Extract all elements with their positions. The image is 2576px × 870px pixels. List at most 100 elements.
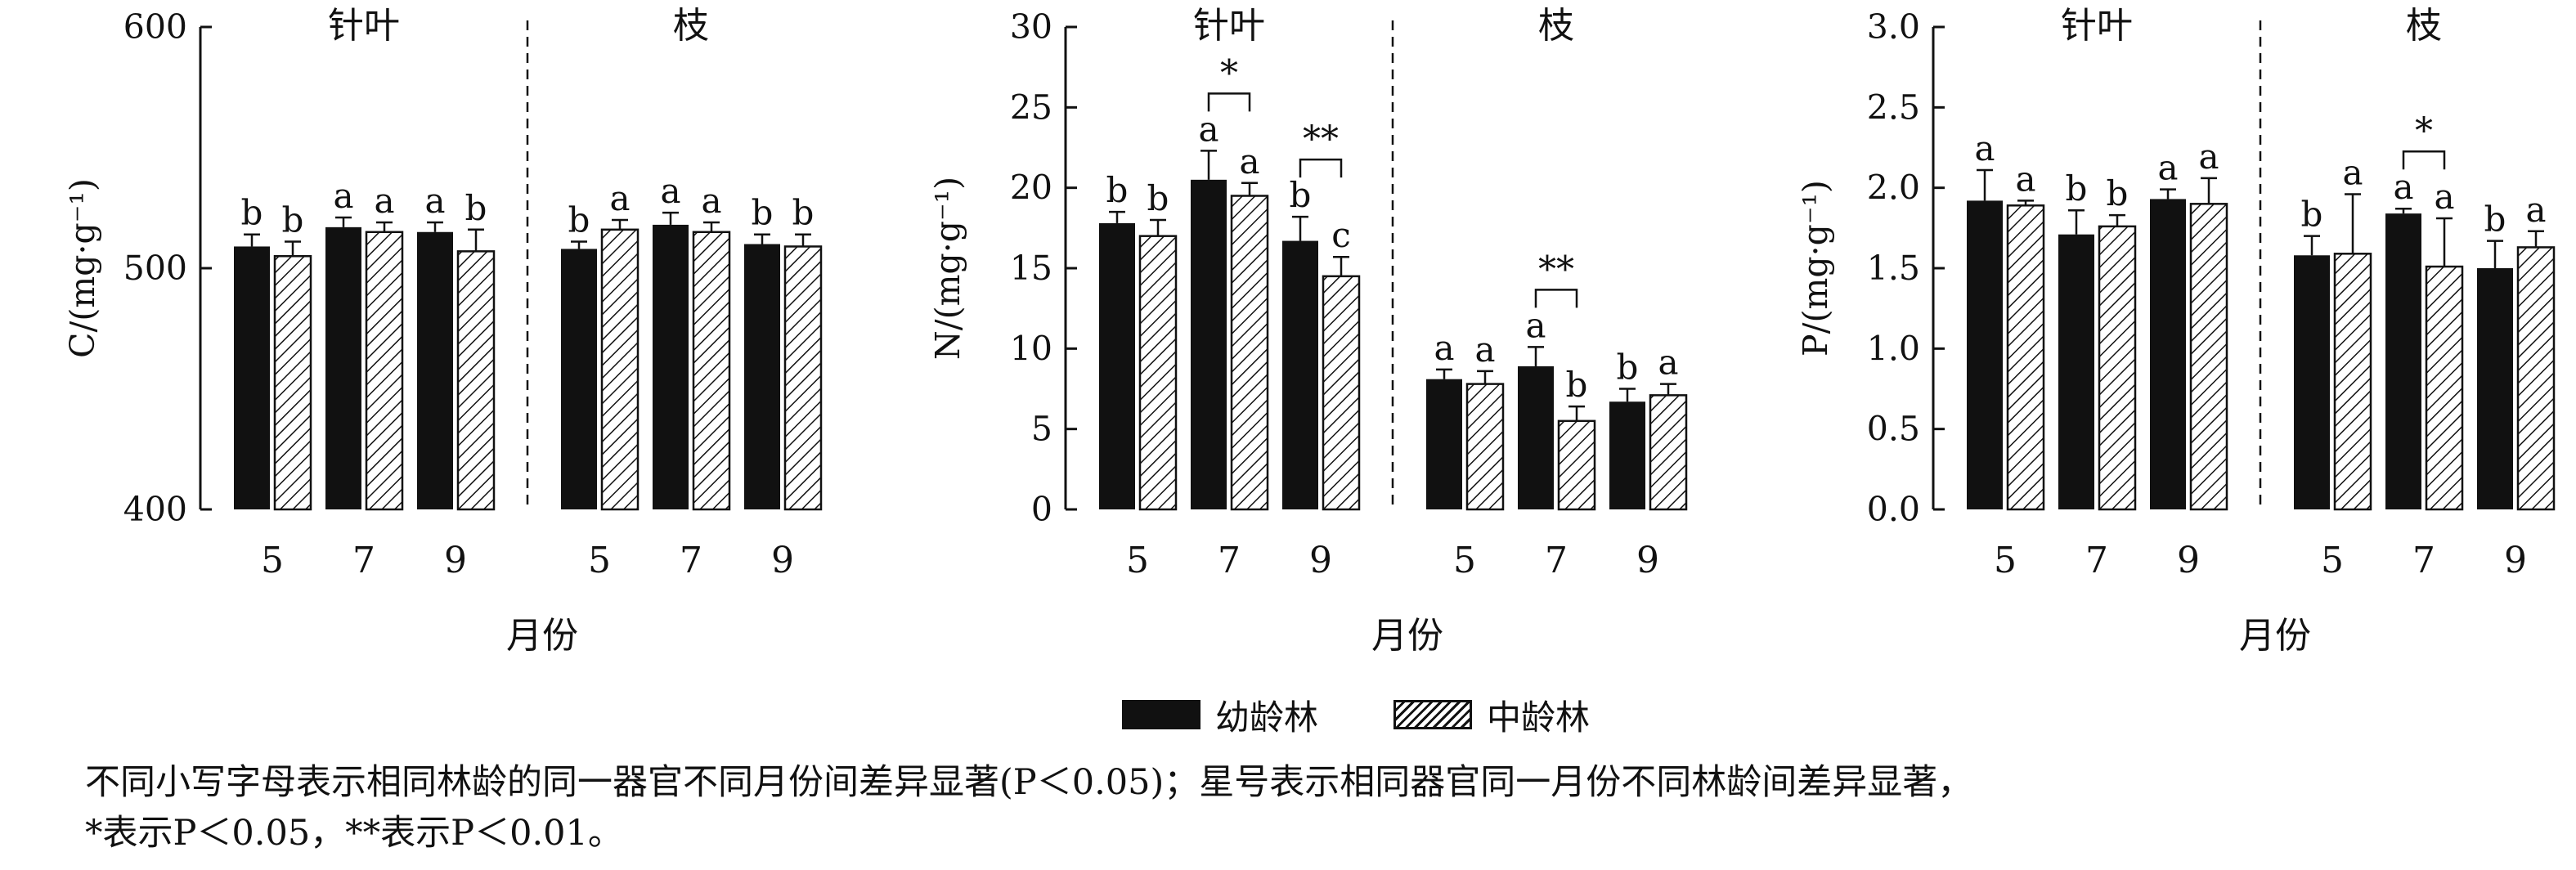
chart-c-significance-letter: a — [333, 176, 353, 216]
chart-p-bar-young — [2294, 255, 2330, 509]
chart-p-bar-young — [1967, 200, 2003, 509]
chart-n-significance-letter: c — [1331, 215, 1351, 255]
chart-p-y-tick-label: 1.5 — [1867, 249, 1920, 288]
chart-c-bar-young — [234, 246, 270, 509]
chart-p-x-tick-label: 7 — [2085, 540, 2108, 581]
chart-p-x-tick-label: 5 — [1994, 540, 2017, 581]
chart-c-panel-title: 枝 — [673, 5, 709, 47]
chart-c-bar-middle — [365, 231, 404, 511]
chart-c-y-tick-label: 400 — [123, 490, 187, 529]
chart-c-x-tick-label: 9 — [444, 540, 467, 581]
chart-n-comparison-bracket — [1299, 158, 1343, 178]
chart-p-significance-letter: a — [1974, 128, 1995, 168]
chart-p-significance-letter: a — [2157, 148, 2178, 188]
chart-p-bar-middle — [2189, 203, 2228, 511]
chart-n-significance-letter: a — [1198, 109, 1218, 149]
chart-n-significance-letter: b — [1147, 178, 1169, 218]
chart-n-comparison-mark: ** — [1538, 249, 1574, 290]
legend: 幼龄林 中龄林 — [1122, 692, 1665, 738]
chart-p-significance-letter: b — [2301, 195, 2323, 235]
chart-p-significance-letter: a — [2342, 153, 2363, 193]
chart-n-bar-middle — [1557, 419, 1596, 511]
chart-n-comparison-bracket — [1207, 92, 1251, 112]
chart-c-y-axis-label: C/(mg·g⁻¹) — [63, 178, 102, 358]
chart-n-bar-young — [1191, 179, 1227, 510]
chart-n-y-axis-label: N/(mg·g⁻¹) — [928, 177, 967, 360]
chart-n-comparison-mark: * — [1220, 52, 1238, 94]
chart-n-panel-title: 枝 — [1538, 5, 1574, 47]
chart-c-x-tick-label: 5 — [588, 540, 611, 581]
chart-p-x-tick-label: 7 — [2412, 540, 2435, 581]
chart-p-significance-letter: a — [2525, 190, 2546, 230]
chart-n-y-tick-label: 15 — [1010, 249, 1052, 288]
chart-c-x-tick-label: 9 — [771, 540, 794, 581]
chart-p-significance-letter: a — [2434, 177, 2454, 217]
chart-p-panel-title: 针叶 — [2061, 5, 2133, 47]
chart-p-x-tick-label: 5 — [2321, 540, 2344, 581]
chart-p-bar-middle — [2333, 253, 2372, 511]
legend-swatch-middle — [1393, 700, 1473, 729]
chart-p-x-tick-label: 9 — [2177, 540, 2200, 581]
chart-n-bar-middle — [1649, 394, 1688, 511]
chart-c-y-tick-label: 600 — [123, 7, 187, 47]
chart-n-y-tick-label: 25 — [1010, 87, 1052, 127]
chart-p-y-axis-label: P/(mg·g⁻¹) — [1796, 180, 1835, 357]
chart-p-significance-letter: a — [2393, 167, 2413, 207]
chart-n-bar-young — [1609, 401, 1645, 509]
chart-n-y-tick-label: 20 — [1010, 168, 1052, 208]
chart-c-x-tick-label: 5 — [261, 540, 284, 581]
chart-p-y-tick-label: 0.5 — [1867, 410, 1920, 449]
chart-n-x-tick-label: 7 — [1218, 540, 1241, 581]
chart-n-bar-young — [1426, 379, 1462, 509]
chart-c-bar-middle — [600, 228, 640, 511]
chart-c-x-tick-label: 7 — [680, 540, 702, 581]
chart-c-panel-title: 针叶 — [328, 5, 400, 47]
chart-p-x-tick-label: 9 — [2504, 540, 2527, 581]
caption-line-1: 不同小写字母表示相同林龄的同一器官不同月份间差异显著(P＜0.05)；星号表示相… — [85, 762, 1973, 803]
chart-p-y-tick-label: 2.5 — [1867, 87, 1920, 127]
chart-c-x-axis-label: 月份 — [506, 615, 578, 657]
legend-entry-middle: 中龄林 — [1393, 690, 1590, 740]
chart-n-bar-middle — [1230, 195, 1269, 511]
chart-c-bar-young — [325, 226, 361, 509]
chart-p-significance-letter: b — [2484, 200, 2506, 240]
chart-p-y-tick-label: 3.0 — [1867, 7, 1920, 47]
chart-n-x-tick-label: 7 — [1545, 540, 1568, 581]
chart-n-x-axis-label: 月份 — [1371, 615, 1443, 657]
chart-n-x-tick-label: 9 — [1309, 540, 1332, 581]
chart-c-significance-letter: b — [465, 188, 487, 228]
chart-n-significance-letter: b — [1106, 170, 1129, 210]
chart-c-significance-letter: a — [660, 171, 680, 211]
chart-c-bar-young — [744, 244, 780, 509]
chart-c-x-tick-label: 7 — [352, 540, 375, 581]
chart-c-y-tick-label: 500 — [123, 249, 187, 288]
chart-n-bar-middle — [1322, 275, 1361, 511]
chart-n-comparison-mark: ** — [1303, 119, 1339, 160]
chart-c-significance-letter: b — [241, 193, 263, 233]
chart-c-bar-middle — [273, 255, 312, 511]
chart-p-bar-middle — [2516, 246, 2556, 511]
chart-p-comparison-mark: * — [2415, 110, 2433, 152]
chart-n-comparison-bracket — [1534, 289, 1578, 308]
chart-c-significance-letter: a — [424, 181, 445, 221]
chart-n-significance-letter: a — [1525, 305, 1546, 345]
chart-n-bar-young — [1282, 240, 1318, 509]
chart-c-bar-middle — [692, 231, 731, 511]
chart-n-y-tick-label: 0 — [1031, 490, 1052, 529]
chart-n-significance-letter: b — [1617, 348, 1639, 388]
chart-p-bar-young — [2058, 234, 2094, 509]
legend-entry-young: 幼龄林 — [1122, 690, 1318, 740]
chart-n-significance-letter: a — [1239, 141, 1259, 182]
chart-p-significance-letter: a — [2015, 159, 2035, 199]
chart-c-significance-letter: a — [374, 181, 394, 221]
chart-p-bar-middle — [2425, 265, 2464, 511]
chart-n-significance-letter: a — [1474, 330, 1495, 370]
chart-p-y-tick-label: 1.0 — [1867, 329, 1920, 368]
chart-p-x-axis-label: 月份 — [2239, 615, 2311, 657]
chart-c-significance-letter: a — [609, 178, 630, 218]
chart-n-y-tick-label: 10 — [1010, 329, 1052, 368]
chart-n-x-tick-label: 5 — [1453, 540, 1476, 581]
chart-p-panel-title: 枝 — [2406, 5, 2442, 47]
chart-n-significance-letter: b — [1566, 365, 1588, 405]
